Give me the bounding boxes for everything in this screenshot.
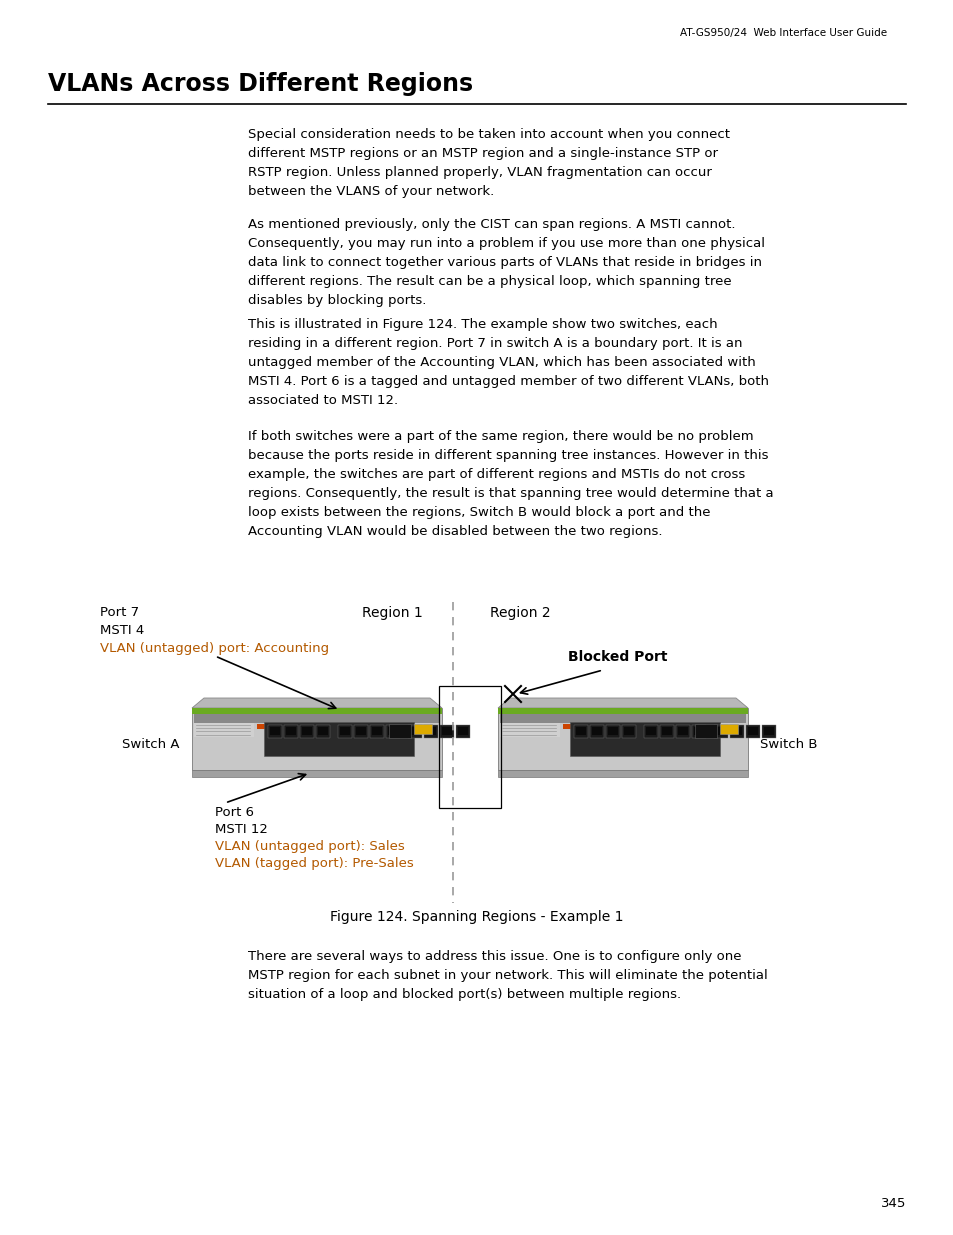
Bar (497, 708, 747, 714)
Bar (729, 725, 743, 739)
Text: Region 2: Region 2 (489, 606, 550, 620)
Bar (317, 727, 328, 735)
Text: There are several ways to address this issue. One is to configure only one
MSTP : There are several ways to address this i… (248, 950, 767, 1002)
Bar (589, 725, 603, 739)
Bar (192, 708, 441, 769)
Text: As mentioned previously, only the CIST can span regions. A MSTI cannot.
Conseque: As mentioned previously, only the CIST c… (248, 219, 764, 308)
Text: Switch B: Switch B (760, 737, 817, 751)
Bar (302, 727, 312, 735)
Bar (270, 727, 280, 735)
Bar (264, 722, 414, 756)
Bar (315, 725, 330, 739)
Text: Region 1: Region 1 (361, 606, 422, 620)
Bar (457, 727, 468, 735)
Bar (716, 727, 725, 735)
Bar (339, 727, 350, 735)
Text: Port 7: Port 7 (100, 606, 139, 619)
Bar (693, 727, 703, 735)
Bar (747, 727, 758, 735)
Text: 345: 345 (880, 1197, 905, 1210)
Bar (497, 708, 747, 769)
Bar (661, 727, 671, 735)
Polygon shape (497, 698, 747, 708)
Bar (372, 727, 381, 735)
Bar (643, 725, 658, 739)
Bar (676, 725, 689, 739)
Bar (576, 727, 585, 735)
Bar (621, 725, 636, 739)
Bar (678, 727, 687, 735)
Bar (745, 725, 760, 739)
Bar (355, 727, 366, 735)
Bar (592, 727, 601, 735)
Bar (337, 725, 352, 739)
Text: This is illustrated in Figure 124. The example show two switches, each
residing : This is illustrated in Figure 124. The e… (248, 317, 768, 408)
Text: Special consideration needs to be taken into account when you connect
different : Special consideration needs to be taken … (248, 128, 729, 198)
Text: VLANs Across Different Regions: VLANs Across Different Regions (48, 72, 473, 96)
Bar (441, 727, 452, 735)
Bar (645, 727, 656, 735)
Bar (499, 722, 559, 737)
Bar (426, 727, 436, 735)
Bar (562, 724, 571, 729)
Polygon shape (192, 698, 441, 708)
Text: AT-GS950/24  Web Interface User Guide: AT-GS950/24 Web Interface User Guide (679, 28, 886, 38)
Text: Port 6: Port 6 (214, 806, 253, 819)
Bar (761, 725, 775, 739)
Bar (370, 725, 384, 739)
Bar (193, 714, 439, 722)
Bar (605, 725, 619, 739)
Bar (423, 725, 437, 739)
Text: VLAN (tagged port): Pre-Sales: VLAN (tagged port): Pre-Sales (214, 857, 414, 869)
Bar (192, 769, 441, 777)
Bar (695, 724, 717, 739)
Bar (691, 725, 705, 739)
Bar (574, 725, 587, 739)
Bar (192, 708, 441, 714)
Text: MSTI 4: MSTI 4 (100, 624, 144, 637)
Text: Switch A: Switch A (122, 737, 180, 751)
Bar (389, 724, 411, 739)
Bar (193, 722, 253, 737)
Bar (408, 725, 421, 739)
Text: MSTI 12: MSTI 12 (214, 823, 268, 836)
Bar (456, 725, 470, 739)
Bar (386, 725, 399, 739)
Bar (438, 685, 500, 808)
Bar (659, 725, 673, 739)
Bar (713, 725, 727, 739)
Bar (286, 727, 295, 735)
Text: VLAN (untagged port): Sales: VLAN (untagged port): Sales (214, 840, 404, 853)
Text: Blocked Port: Blocked Port (568, 650, 667, 664)
Bar (763, 727, 773, 735)
Bar (388, 727, 397, 735)
Bar (284, 725, 297, 739)
Bar (414, 724, 432, 734)
Bar (410, 727, 419, 735)
Bar (731, 727, 741, 735)
Text: Figure 124. Spanning Regions - Example 1: Figure 124. Spanning Regions - Example 1 (330, 910, 623, 924)
Bar (499, 714, 745, 722)
Text: If both switches were a part of the same region, there would be no problem
becau: If both switches were a part of the same… (248, 430, 773, 538)
Text: VLAN (untagged) port: Accounting: VLAN (untagged) port: Accounting (100, 642, 329, 655)
Bar (256, 724, 265, 729)
Bar (497, 769, 747, 777)
Bar (623, 727, 634, 735)
Bar (607, 727, 618, 735)
Bar (439, 725, 454, 739)
Bar (569, 722, 720, 756)
Bar (720, 724, 738, 734)
Bar (299, 725, 314, 739)
Bar (354, 725, 368, 739)
Bar (268, 725, 282, 739)
